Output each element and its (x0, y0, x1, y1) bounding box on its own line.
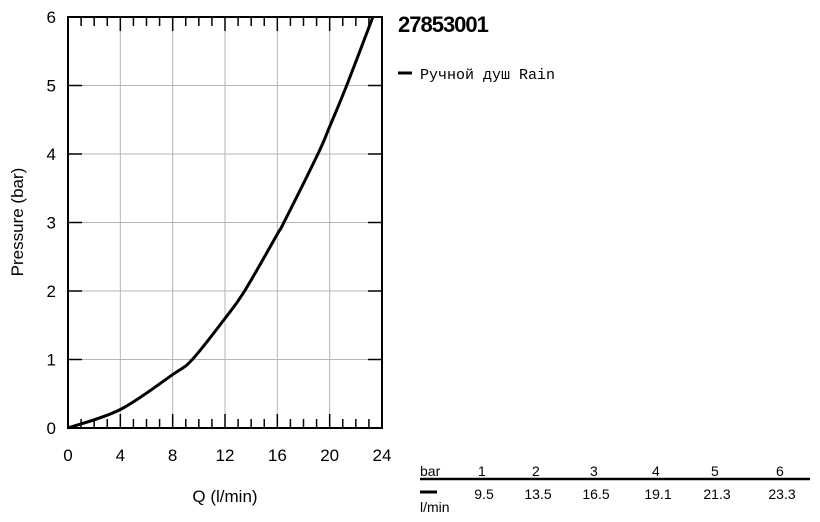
y-tick-labels: 0 1 2 3 4 5 6 (47, 8, 56, 438)
y-axis-title: Pressure (bar) (8, 168, 27, 277)
y-tick-label: 6 (47, 8, 56, 27)
table-cell-bar: 4 (652, 463, 660, 479)
y-tick-label: 2 (47, 282, 56, 301)
y-tick-label: 3 (47, 214, 56, 233)
series-line (67, 16, 375, 430)
chart-title: 27853001 (398, 12, 489, 37)
x-tick-label: 16 (268, 446, 287, 465)
table-cell-flow: 9.5 (474, 486, 494, 502)
plot-frame (67, 16, 383, 429)
legend-label: Ручной душ Rain (420, 67, 555, 84)
x-tick-label: 12 (216, 446, 235, 465)
y-tick-label: 0 (47, 419, 56, 438)
x-tick-label: 20 (320, 446, 339, 465)
table-cell-flow: 21.3 (703, 486, 730, 502)
table-cell-flow: 13.5 (524, 486, 551, 502)
x-tick-label: 4 (116, 446, 125, 465)
x-axis-title: Q (l/min) (192, 487, 257, 506)
x-tick-labels: 0 4 8 12 16 20 24 (63, 446, 391, 465)
table-cell-bar: 1 (478, 463, 486, 479)
series-group (67, 16, 375, 430)
grid-lines (68, 17, 382, 428)
legend: Ручной душ Rain (398, 67, 555, 84)
x-tick-label: 24 (373, 446, 392, 465)
flow-table: bar l/min 1 9.5 2 13.5 3 16.5 4 19.1 5 21.3 6 23.3 (420, 463, 810, 515)
table-label-flow: l/min (420, 499, 450, 515)
table-cell-flow: 23.3 (768, 486, 795, 502)
x-tick-label: 0 (63, 446, 72, 465)
table-cell-bar: 5 (711, 463, 719, 479)
y-tick-label: 1 (47, 351, 56, 370)
x-tick-label: 8 (168, 446, 177, 465)
table-cell-bar: 3 (590, 463, 598, 479)
y-tick-label: 5 (47, 77, 56, 96)
table-cell-bar: 6 (776, 463, 784, 479)
y-tick-label: 4 (47, 145, 56, 164)
table-columns: 1 9.5 2 13.5 3 16.5 4 19.1 5 21.3 6 23.3 (474, 463, 796, 502)
table-cell-flow: 16.5 (582, 486, 609, 502)
table-cell-bar: 2 (532, 463, 540, 479)
table-label-bar: bar (420, 463, 441, 479)
table-cell-flow: 19.1 (644, 486, 671, 502)
